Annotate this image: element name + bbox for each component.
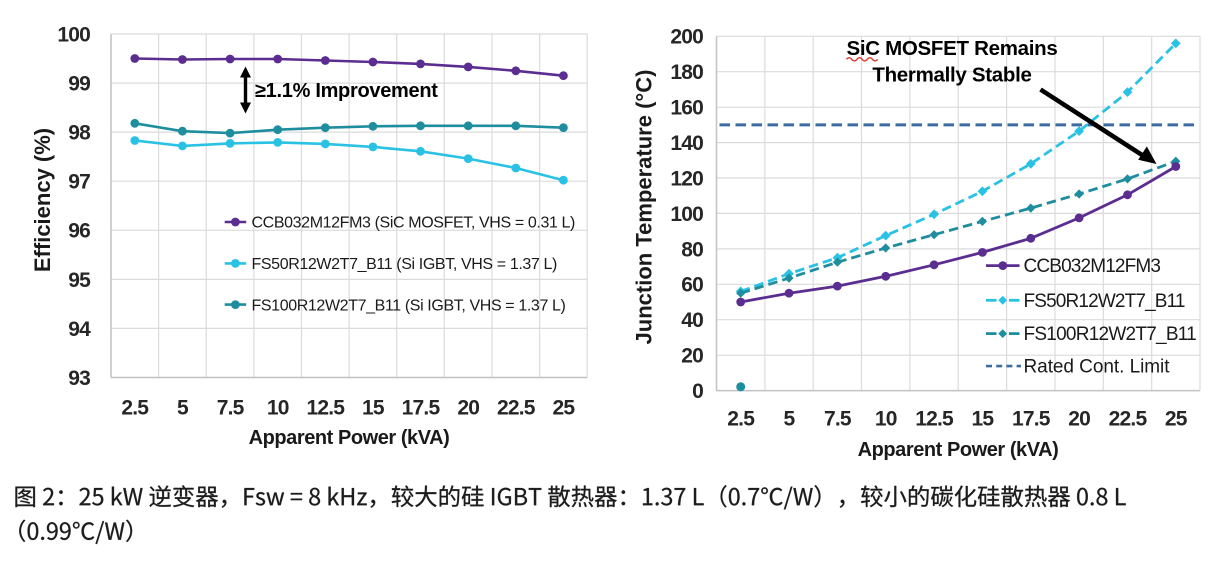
svg-text:10: 10 <box>875 408 897 431</box>
svg-text:96: 96 <box>68 220 90 243</box>
svg-text:17.5: 17.5 <box>402 397 441 420</box>
svg-text:100: 100 <box>57 23 90 46</box>
svg-text:7.5: 7.5 <box>824 408 852 431</box>
svg-text:Efficiency (%): Efficiency (%) <box>30 128 55 272</box>
svg-text:FS50R12W2T7_B11: FS50R12W2T7_B11 <box>1024 291 1185 312</box>
svg-text:15: 15 <box>972 408 995 431</box>
svg-text:Junction Temperature (°C): Junction Temperature (°C) <box>632 70 657 345</box>
svg-text:Thermally Stable: Thermally Stable <box>872 64 1031 87</box>
svg-text:99: 99 <box>68 73 90 96</box>
svg-text:0: 0 <box>692 380 703 403</box>
svg-text:12.5: 12.5 <box>306 397 345 420</box>
svg-text:20: 20 <box>1068 408 1090 431</box>
svg-text:20: 20 <box>681 345 703 368</box>
svg-text:Rated Cont. Limit: Rated Cont. Limit <box>1024 357 1171 378</box>
svg-text:SiC MOSFET Remains: SiC MOSFET Remains <box>846 37 1057 60</box>
svg-text:22.5: 22.5 <box>497 397 536 420</box>
svg-text:93: 93 <box>68 367 90 390</box>
svg-text:FS100R12W2T7_B11: FS100R12W2T7_B11 <box>1024 324 1197 345</box>
svg-text:12.5: 12.5 <box>915 408 954 431</box>
svg-text:160: 160 <box>670 97 703 120</box>
svg-text:15: 15 <box>362 397 385 420</box>
svg-text:95: 95 <box>68 269 91 292</box>
svg-text:5: 5 <box>177 397 189 420</box>
svg-text:100: 100 <box>670 203 703 226</box>
svg-text:97: 97 <box>68 171 90 194</box>
svg-text:7.5: 7.5 <box>217 397 245 420</box>
svg-text:2.5: 2.5 <box>727 408 755 431</box>
svg-text:Apparent Power (kVA): Apparent Power (kVA) <box>858 439 1059 461</box>
svg-text:22.5: 22.5 <box>1109 408 1148 431</box>
svg-text:CCB032M12FM3 (SiC MOSFET, VHS: CCB032M12FM3 (SiC MOSFET, VHS = 0.31 L) <box>252 215 576 232</box>
svg-text:10: 10 <box>267 397 289 420</box>
svg-text:FS50R12W2T7_B11 (Si IGBT, VHS: FS50R12W2T7_B11 (Si IGBT, VHS = 1.37 L) <box>252 256 558 273</box>
svg-text:60: 60 <box>681 274 703 297</box>
svg-text:CCB032M12FM3: CCB032M12FM3 <box>1024 256 1161 277</box>
svg-text:94: 94 <box>68 318 91 341</box>
svg-text:25: 25 <box>553 397 576 420</box>
svg-text:80: 80 <box>681 238 703 261</box>
svg-text:180: 180 <box>670 61 703 84</box>
svg-text:20: 20 <box>457 397 479 420</box>
svg-text:≥1.1% Improvement: ≥1.1% Improvement <box>255 80 438 102</box>
svg-text:120: 120 <box>670 167 703 190</box>
svg-text:98: 98 <box>68 122 91 145</box>
svg-text:5: 5 <box>784 408 796 431</box>
svg-text:17.5: 17.5 <box>1012 408 1051 431</box>
svg-text:140: 140 <box>670 132 703 155</box>
svg-text:Apparent Power (kVA): Apparent Power (kVA) <box>249 427 450 449</box>
svg-text:25: 25 <box>1165 408 1188 431</box>
svg-text:2.5: 2.5 <box>121 397 149 420</box>
svg-text:40: 40 <box>681 309 703 332</box>
svg-text:200: 200 <box>670 26 703 49</box>
svg-text:FS100R12W2T7_B11 (Si IGBT, VHS: FS100R12W2T7_B11 (Si IGBT, VHS = 1.37 L) <box>252 297 566 314</box>
